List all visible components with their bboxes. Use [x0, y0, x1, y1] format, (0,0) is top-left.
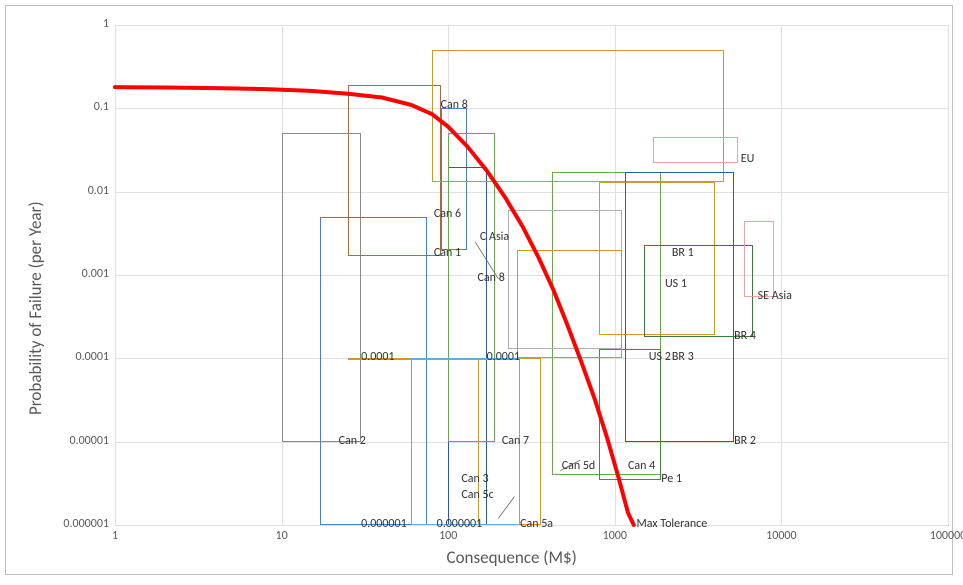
x-tick-label: 100	[418, 529, 478, 543]
chart-annotation: Max Tolerance	[637, 517, 708, 531]
chart-annotation: Can 5c	[461, 488, 493, 502]
chart-annotation: BR 1	[672, 246, 694, 260]
grid-h	[115, 25, 948, 26]
chart-annotation: C Asia	[480, 230, 509, 244]
y-tick-label: 0.1	[94, 100, 109, 114]
y-axis-title: Probability of Failure (per Year)	[25, 201, 46, 415]
chart-annotation: Can 3	[461, 472, 488, 486]
chart-annotation: US 1	[665, 277, 687, 291]
x-tick-label: 100000	[918, 529, 963, 543]
chart-annotation: 0.000001	[437, 517, 483, 531]
chart-annotation: BR 3	[672, 350, 694, 364]
chart-annotation: Can 8	[441, 98, 468, 112]
chart-annotation: 0.0001	[361, 350, 394, 364]
grid-h	[115, 192, 948, 193]
x-axis-title: Consequence (M$)	[447, 547, 577, 568]
chart-annotation: Can 8	[478, 271, 505, 285]
grid-h	[115, 108, 948, 109]
chart-annotation: BR 4	[734, 329, 756, 343]
y-tick-label: 0.0001	[76, 350, 109, 364]
x-tick-label: 10	[252, 529, 312, 543]
chart-annotation: EU	[741, 152, 755, 166]
y-tick-label: 0.001	[82, 267, 109, 281]
chart-annotation: Can 6	[434, 207, 461, 221]
chart-annotation: Pe 1	[661, 472, 682, 486]
chart-annotation: Can 7	[502, 434, 529, 448]
chart-annotation: US 2	[649, 350, 671, 364]
grid-h	[115, 442, 948, 443]
chart-annotation: SE Asia	[758, 289, 792, 303]
y-tick-label: 0.000001	[63, 517, 109, 531]
chart-annotation: 0.0001	[487, 350, 520, 364]
chart-annotation: BR 2	[734, 434, 756, 448]
chart-annotation: Can 5a	[520, 517, 553, 531]
chart-annotation: Can 4	[628, 459, 655, 473]
grid-h	[115, 358, 948, 359]
grid-h	[115, 275, 948, 276]
y-tick-label: 1	[103, 17, 109, 31]
y-tick-label: 0.00001	[69, 434, 109, 448]
x-tick-label: 1000	[585, 529, 645, 543]
x-tick-label: 10000	[751, 529, 811, 543]
risk-chart: Probability of Failure (per Year) Conseq…	[0, 0, 963, 585]
chart-annotation: Can 5d	[562, 459, 596, 473]
chart-annotation: Can 1	[434, 246, 461, 260]
chart-annotation: Can 2	[339, 434, 366, 448]
y-tick-label: 0.01	[88, 184, 109, 198]
grid-v	[948, 25, 949, 525]
x-tick-label: 1	[85, 529, 145, 543]
chart-annotation: 0.000001	[361, 517, 407, 531]
